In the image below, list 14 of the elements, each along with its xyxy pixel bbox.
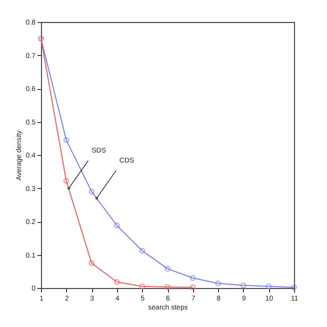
point — [240, 282, 246, 288]
point — [63, 137, 70, 143]
point — [164, 284, 170, 290]
point — [164, 266, 170, 272]
point — [266, 283, 272, 290]
point — [88, 188, 94, 194]
point — [114, 222, 120, 228]
point — [190, 275, 196, 281]
point — [139, 248, 146, 254]
point — [63, 178, 70, 184]
point — [114, 279, 120, 285]
point — [139, 283, 146, 290]
point — [88, 260, 94, 266]
point — [215, 280, 221, 286]
